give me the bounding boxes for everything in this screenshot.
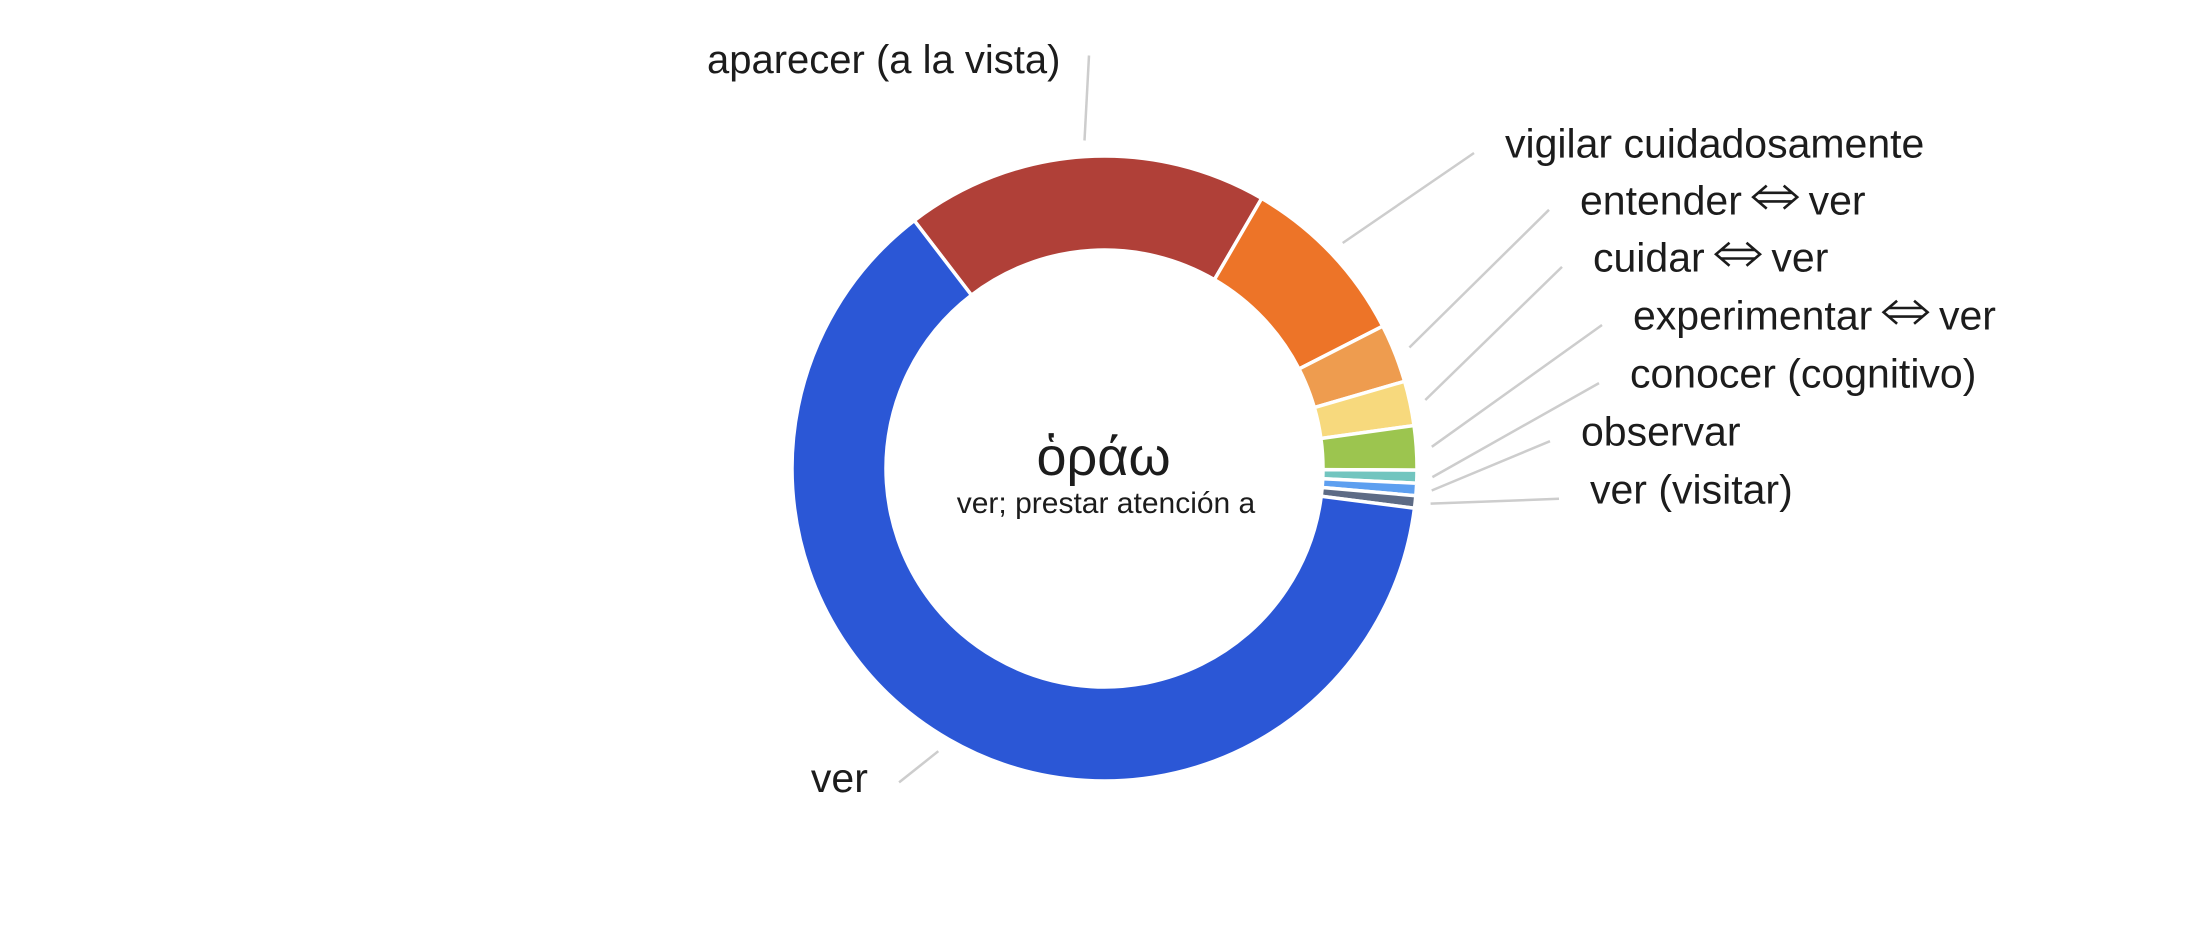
svg-text:entender: entender — [1580, 177, 1742, 223]
svg-text:ver: ver — [811, 755, 868, 801]
svg-text:ver: ver — [1809, 177, 1866, 223]
svg-text:conocer (cognitivo): conocer (cognitivo) — [1630, 351, 1976, 397]
svg-text:ver; prestar atención a: ver; prestar atención a — [957, 487, 1256, 520]
svg-text:ver: ver — [1771, 234, 1828, 280]
svg-text:cuidar: cuidar — [1593, 234, 1705, 280]
svg-text:ver (visitar): ver (visitar) — [1590, 466, 1793, 512]
svg-text:vigilar cuidadosamente: vigilar cuidadosamente — [1505, 121, 1924, 167]
svg-text:ὁράω: ὁράω — [1037, 427, 1171, 487]
svg-text:aparecer (a la vista): aparecer (a la vista) — [707, 38, 1060, 82]
svg-text:ver: ver — [1939, 293, 1996, 339]
svg-text:experimentar: experimentar — [1633, 293, 1872, 339]
svg-text:observar: observar — [1581, 409, 1741, 455]
